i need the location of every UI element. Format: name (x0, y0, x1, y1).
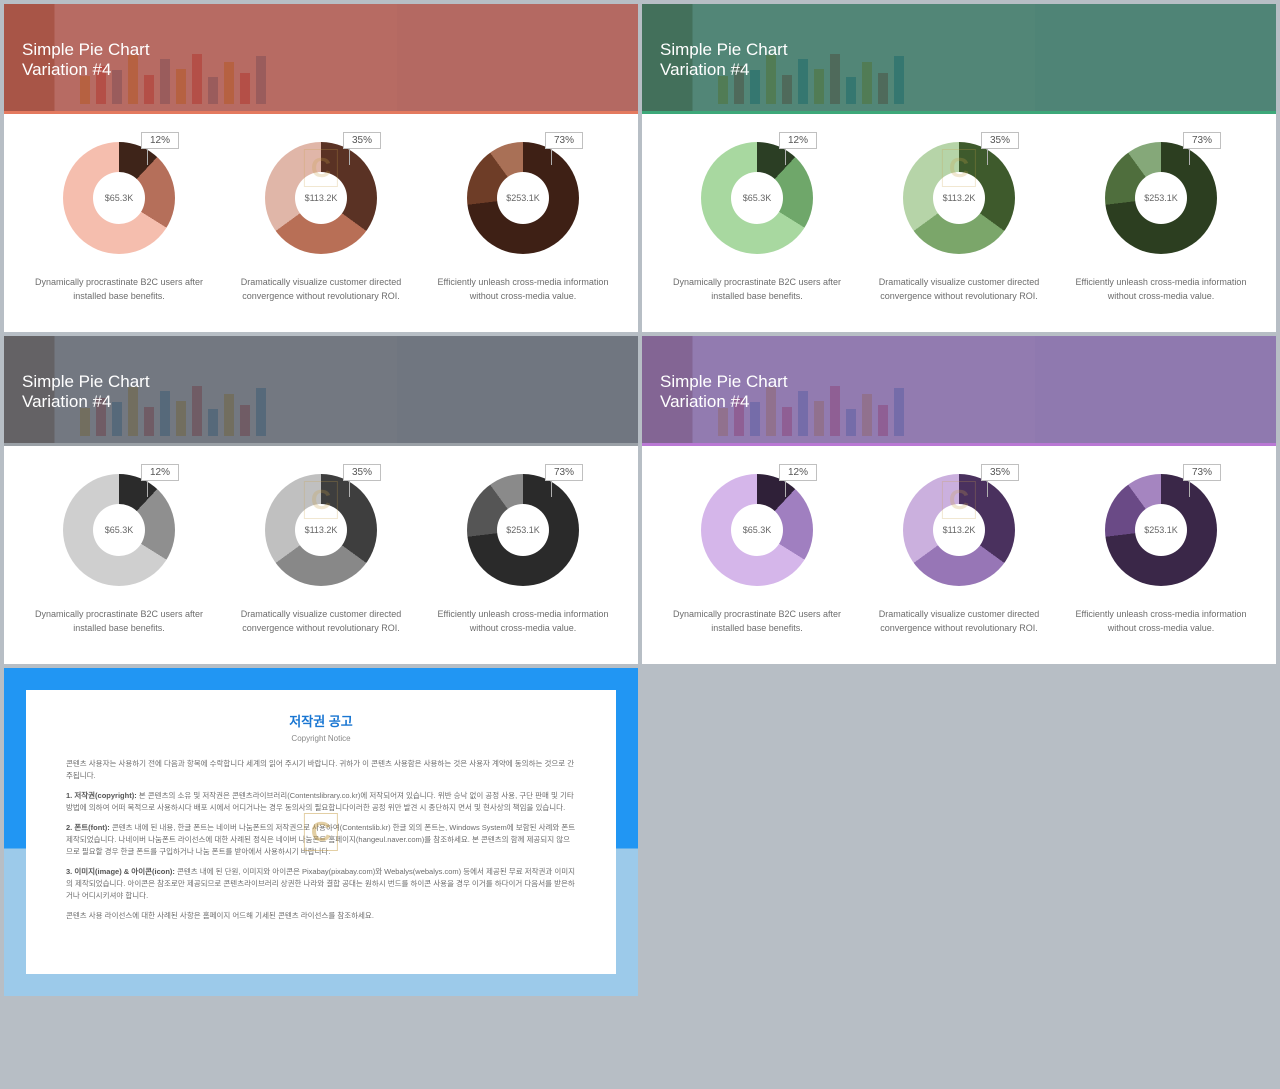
callout-value: 73% (1183, 464, 1221, 481)
donut-center-value: $253.1K (497, 172, 549, 224)
callout: 73% (1183, 132, 1221, 165)
charts-row: $65.3K 12% Dynamically procrastinate B2C… (4, 446, 638, 635)
slide-title: Simple Pie Chart Variation #4 (22, 372, 150, 412)
chart-caption: Dramatically visualize customer directed… (859, 276, 1059, 303)
slide-header: Simple Pie Chart Variation #4 (4, 336, 638, 446)
donut-center-value: $253.1K (497, 504, 549, 556)
chart-cell: $65.3K 12% Dynamically procrastinate B2C… (19, 132, 219, 303)
copyright-para: 콘텐츠 사용 라이선스에 대한 사례된 사항은 홈페이지 어드해 기세된 콘텐츠… (66, 910, 576, 922)
chart-cell: $65.3K 12% Dynamically procrastinate B2C… (19, 464, 219, 635)
chart-cell: $253.1K 73% Efficiently unleash cross-me… (1061, 464, 1261, 635)
pie-chart-slide: Simple Pie Chart Variation #4 $65.3K 12%… (642, 4, 1276, 332)
charts-row: $65.3K 12% Dynamically procrastinate B2C… (642, 446, 1276, 635)
callout-value: 35% (343, 464, 381, 481)
copyright-subtitle: Copyright Notice (66, 733, 576, 746)
chart-caption: Dynamically procrastinate B2C users afte… (19, 608, 219, 635)
callout-value: 12% (141, 132, 179, 149)
callout: 73% (545, 132, 583, 165)
callout-value: 12% (779, 132, 817, 149)
chart-caption: Efficiently unleash cross-media informat… (1061, 608, 1261, 635)
donut-center-value: $113.2K (933, 504, 985, 556)
donut-center-value: $65.3K (93, 504, 145, 556)
slide-header: Simple Pie Chart Variation #4 (642, 4, 1276, 114)
chart-cell: $113.2K 35% Dramatically visualize custo… (859, 132, 1059, 303)
chart-caption: Dynamically procrastinate B2C users afte… (657, 276, 857, 303)
callout: 12% (779, 132, 817, 165)
copyright-para: 콘텐츠 사용자는 사용하기 전에 다음과 항목에 수락합니다 세계의 읽어 주시… (66, 758, 576, 782)
copyright-para: 2. 폰트(font): 콘텐츠 내에 된 내용, 한글 폰트는 네이버 나눔폰… (66, 822, 576, 858)
empty-cell (642, 668, 1276, 996)
chart-caption: Efficiently unleash cross-media informat… (423, 276, 623, 303)
callout: 12% (141, 132, 179, 165)
slide-title: Simple Pie Chart Variation #4 (22, 40, 150, 80)
chart-caption: Efficiently unleash cross-media informat… (423, 608, 623, 635)
callout-value: 73% (1183, 132, 1221, 149)
chart-cell: $113.2K 35% Dramatically visualize custo… (859, 464, 1059, 635)
donut-center-value: $65.3K (731, 504, 783, 556)
donut-center-value: $253.1K (1135, 504, 1187, 556)
chart-cell: $253.1K 73% Efficiently unleash cross-me… (423, 132, 623, 303)
copyright-para: 1. 저작권(copyright): 본 콘텐츠의 소유 및 저작권은 콘텐츠라… (66, 790, 576, 814)
donut-center-value: $113.2K (933, 172, 985, 224)
callout-value: 35% (981, 132, 1019, 149)
callout-value: 35% (981, 464, 1019, 481)
callout: 12% (779, 464, 817, 497)
chart-caption: Dynamically procrastinate B2C users afte… (19, 276, 219, 303)
slide-header: Simple Pie Chart Variation #4 (642, 336, 1276, 446)
chart-cell: $113.2K 35% Dramatically visualize custo… (221, 464, 421, 635)
callout-value: 35% (343, 132, 381, 149)
slide-grid: Simple Pie Chart Variation #4 $65.3K 12%… (4, 4, 1276, 996)
chart-cell: $113.2K 35% Dramatically visualize custo… (221, 132, 421, 303)
chart-caption: Dramatically visualize customer directed… (859, 608, 1059, 635)
slide-header: Simple Pie Chart Variation #4 (4, 4, 638, 114)
callout-value: 73% (545, 464, 583, 481)
donut-center-value: $113.2K (295, 504, 347, 556)
callout: 35% (343, 464, 381, 497)
chart-cell: $65.3K 12% Dynamically procrastinate B2C… (657, 464, 857, 635)
pie-chart-slide: Simple Pie Chart Variation #4 $65.3K 12%… (4, 4, 638, 332)
chart-cell: $253.1K 73% Efficiently unleash cross-me… (423, 464, 623, 635)
copyright-para: 3. 이미지(image) & 아이콘(icon): 콘텐츠 내에 된 단원, … (66, 866, 576, 902)
copyright-title: 저작권 공고 (66, 712, 576, 733)
slide-title: Simple Pie Chart Variation #4 (660, 40, 788, 80)
chart-caption: Dramatically visualize customer directed… (221, 608, 421, 635)
donut-center-value: $113.2K (295, 172, 347, 224)
callout-value: 73% (545, 132, 583, 149)
donut-center-value: $253.1K (1135, 172, 1187, 224)
callout: 35% (981, 132, 1019, 165)
copyright-paper: 저작권 공고 Copyright Notice 콘텐츠 사용자는 사용하기 전에… (26, 690, 616, 974)
callout: 73% (1183, 464, 1221, 497)
callout-value: 12% (141, 464, 179, 481)
donut-center-value: $65.3K (93, 172, 145, 224)
chart-caption: Dramatically visualize customer directed… (221, 276, 421, 303)
callout-value: 12% (779, 464, 817, 481)
slide-title: Simple Pie Chart Variation #4 (660, 372, 788, 412)
callout: 35% (343, 132, 381, 165)
copyright-slide: 저작권 공고 Copyright Notice 콘텐츠 사용자는 사용하기 전에… (4, 668, 638, 996)
callout: 35% (981, 464, 1019, 497)
chart-caption: Efficiently unleash cross-media informat… (1061, 276, 1261, 303)
callout: 12% (141, 464, 179, 497)
pie-chart-slide: Simple Pie Chart Variation #4 $65.3K 12%… (642, 336, 1276, 664)
callout: 73% (545, 464, 583, 497)
chart-cell: $65.3K 12% Dynamically procrastinate B2C… (657, 132, 857, 303)
charts-row: $65.3K 12% Dynamically procrastinate B2C… (642, 114, 1276, 303)
charts-row: $65.3K 12% Dynamically procrastinate B2C… (4, 114, 638, 303)
chart-cell: $253.1K 73% Efficiently unleash cross-me… (1061, 132, 1261, 303)
chart-caption: Dynamically procrastinate B2C users afte… (657, 608, 857, 635)
donut-center-value: $65.3K (731, 172, 783, 224)
pie-chart-slide: Simple Pie Chart Variation #4 $65.3K 12%… (4, 336, 638, 664)
